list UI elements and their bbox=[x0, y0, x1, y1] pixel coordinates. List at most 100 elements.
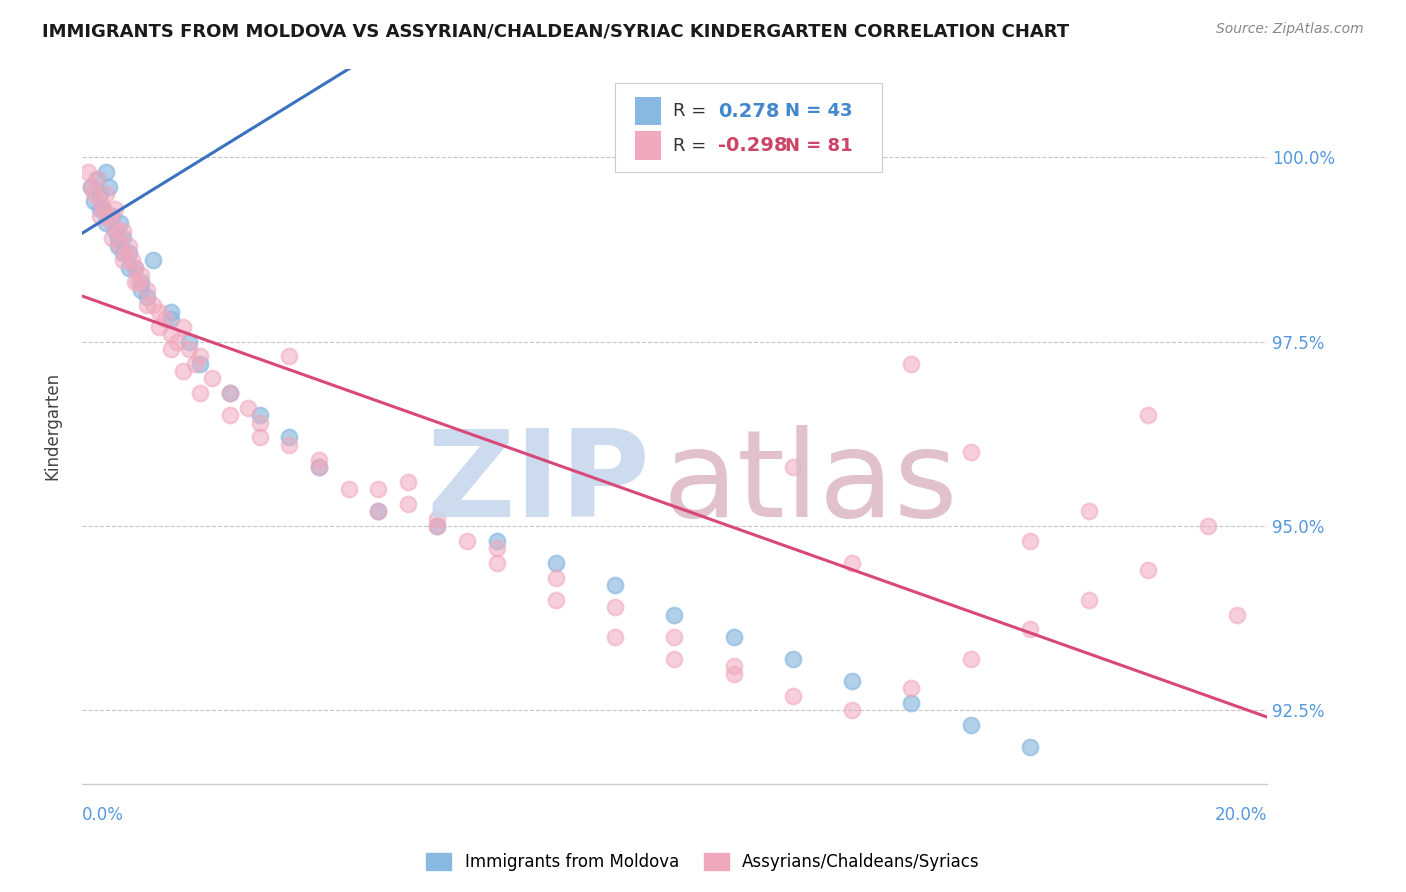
Point bbox=[86, 172, 108, 186]
Point bbox=[112, 246, 135, 260]
Point bbox=[841, 556, 863, 570]
Point bbox=[1197, 519, 1219, 533]
Point bbox=[367, 482, 389, 496]
Point bbox=[136, 283, 159, 297]
Point bbox=[129, 283, 152, 297]
Y-axis label: Kindergarten: Kindergarten bbox=[44, 372, 60, 481]
Point bbox=[142, 253, 165, 268]
Point bbox=[900, 357, 922, 371]
Point bbox=[396, 497, 419, 511]
Point bbox=[249, 416, 271, 430]
Point bbox=[124, 260, 146, 275]
Point bbox=[115, 246, 138, 260]
Point bbox=[136, 298, 159, 312]
Point bbox=[177, 342, 200, 356]
Point bbox=[118, 246, 141, 260]
Point bbox=[129, 268, 152, 282]
Point bbox=[127, 276, 149, 290]
Point bbox=[190, 349, 212, 363]
Point bbox=[308, 452, 330, 467]
Point bbox=[367, 504, 389, 518]
Point bbox=[544, 556, 567, 570]
Text: Source: ZipAtlas.com: Source: ZipAtlas.com bbox=[1216, 22, 1364, 37]
Point bbox=[485, 533, 508, 548]
Point bbox=[118, 238, 141, 252]
Point bbox=[112, 253, 135, 268]
Point bbox=[308, 459, 330, 474]
Point bbox=[841, 703, 863, 717]
Point bbox=[337, 482, 360, 496]
Point bbox=[86, 172, 108, 186]
Point bbox=[94, 186, 117, 201]
Text: ZIP: ZIP bbox=[427, 425, 651, 542]
Point bbox=[110, 217, 132, 231]
Point bbox=[100, 217, 122, 231]
Point bbox=[201, 371, 224, 385]
Point bbox=[544, 571, 567, 585]
Point bbox=[959, 445, 981, 459]
Point bbox=[153, 312, 176, 326]
Point bbox=[278, 430, 301, 444]
Point bbox=[278, 438, 301, 452]
Point bbox=[89, 186, 111, 201]
FancyBboxPatch shape bbox=[616, 83, 882, 172]
Point bbox=[367, 504, 389, 518]
Text: 0.0%: 0.0% bbox=[82, 806, 124, 824]
Point bbox=[103, 224, 125, 238]
Point bbox=[124, 260, 146, 275]
Point bbox=[723, 630, 745, 644]
Point bbox=[142, 298, 165, 312]
Text: R =: R = bbox=[673, 102, 713, 120]
Point bbox=[83, 194, 105, 209]
Point bbox=[219, 386, 242, 401]
Point bbox=[124, 276, 146, 290]
Point bbox=[172, 319, 194, 334]
Point bbox=[112, 231, 135, 245]
Point bbox=[107, 224, 129, 238]
Point bbox=[148, 305, 170, 319]
Point bbox=[664, 630, 686, 644]
FancyBboxPatch shape bbox=[636, 97, 661, 126]
Point bbox=[1226, 607, 1249, 622]
Point bbox=[172, 364, 194, 378]
Point bbox=[136, 290, 159, 304]
Point bbox=[485, 556, 508, 570]
Point bbox=[77, 165, 100, 179]
Text: 0.278: 0.278 bbox=[718, 102, 780, 120]
Text: R =: R = bbox=[673, 136, 706, 154]
Point bbox=[605, 630, 627, 644]
Point bbox=[97, 209, 120, 223]
Point bbox=[110, 238, 132, 252]
Text: IMMIGRANTS FROM MOLDOVA VS ASSYRIAN/CHALDEAN/SYRIAC KINDERGARTEN CORRELATION CHA: IMMIGRANTS FROM MOLDOVA VS ASSYRIAN/CHAL… bbox=[42, 22, 1070, 40]
Point bbox=[308, 459, 330, 474]
Point bbox=[1019, 622, 1042, 636]
Point bbox=[664, 607, 686, 622]
Point bbox=[426, 519, 449, 533]
Point bbox=[249, 409, 271, 423]
Point bbox=[183, 357, 205, 371]
Point bbox=[1019, 740, 1042, 755]
Point bbox=[219, 409, 242, 423]
Point bbox=[177, 334, 200, 349]
Point bbox=[959, 652, 981, 666]
Point bbox=[544, 592, 567, 607]
Point bbox=[118, 260, 141, 275]
Point bbox=[166, 334, 188, 349]
Point bbox=[107, 238, 129, 252]
Point bbox=[1019, 533, 1042, 548]
Point bbox=[456, 533, 478, 548]
Point bbox=[190, 357, 212, 371]
Point bbox=[278, 349, 301, 363]
Point bbox=[900, 681, 922, 696]
Point bbox=[91, 202, 114, 216]
Point bbox=[89, 209, 111, 223]
Point bbox=[159, 327, 181, 342]
Point bbox=[605, 578, 627, 592]
Point bbox=[103, 202, 125, 216]
Point bbox=[80, 179, 103, 194]
Point bbox=[723, 666, 745, 681]
Point bbox=[782, 652, 804, 666]
Point bbox=[236, 401, 259, 415]
Text: atlas: atlas bbox=[662, 425, 959, 542]
Point bbox=[605, 600, 627, 615]
